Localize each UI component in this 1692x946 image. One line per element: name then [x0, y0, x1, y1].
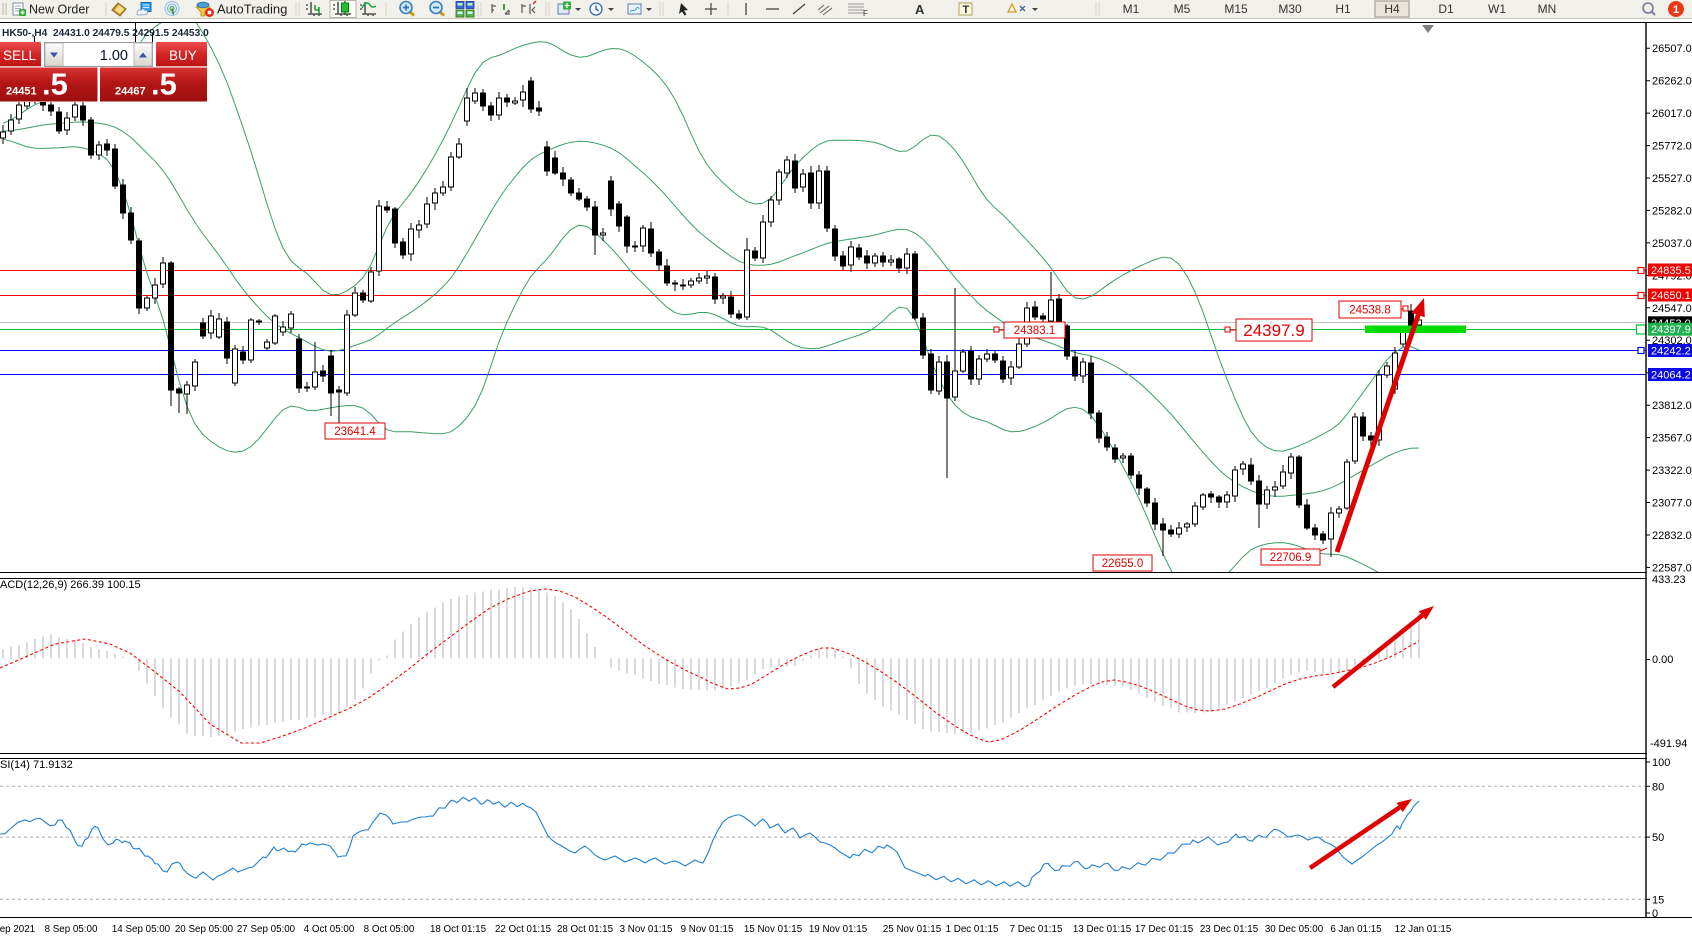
- svg-text:W1: W1: [1488, 2, 1506, 16]
- svg-text:6 Jan 01:15: 6 Jan 01:15: [1330, 924, 1382, 935]
- svg-text:50: 50: [1652, 832, 1664, 844]
- svg-text:H1: H1: [1335, 2, 1351, 16]
- svg-text:1.00: 1.00: [100, 48, 128, 64]
- svg-text:-491.94: -491.94: [1650, 738, 1687, 750]
- svg-text:8 Sep 05:00: 8 Sep 05:00: [45, 924, 98, 935]
- svg-text:20 Sep 05:00: 20 Sep 05:00: [175, 924, 234, 935]
- svg-text:100: 100: [1652, 757, 1670, 769]
- svg-text:24064.2: 24064.2: [1651, 370, 1691, 382]
- svg-text:25527.0: 25527.0: [1652, 173, 1692, 185]
- svg-text:19 Nov 01:15: 19 Nov 01:15: [809, 924, 868, 935]
- svg-text:0.00: 0.00: [1652, 654, 1673, 666]
- svg-text:24547.0: 24547.0: [1652, 303, 1692, 315]
- svg-text:.5: .5: [151, 67, 177, 102]
- svg-text:.5: .5: [42, 67, 68, 102]
- svg-text:26507.0: 26507.0: [1652, 43, 1692, 55]
- svg-text:22832.0: 22832.0: [1652, 530, 1692, 542]
- svg-text:14 Sep 05:00: 14 Sep 05:00: [112, 924, 171, 935]
- svg-text:M5: M5: [1174, 2, 1191, 16]
- svg-text:26262.0: 26262.0: [1652, 76, 1692, 88]
- svg-text:24397.9: 24397.9: [1651, 324, 1691, 336]
- svg-text:22 Oct 01:15: 22 Oct 01:15: [495, 924, 552, 935]
- svg-text:H4: H4: [1384, 2, 1400, 16]
- svg-text:24835.5: 24835.5: [1651, 265, 1691, 277]
- svg-text:0: 0: [1652, 908, 1658, 920]
- svg-text:25282.0: 25282.0: [1652, 205, 1692, 217]
- svg-text:80: 80: [1652, 781, 1664, 793]
- svg-text:15 Nov 01:15: 15 Nov 01:15: [744, 924, 803, 935]
- svg-text:BUY: BUY: [169, 48, 197, 63]
- svg-text:T: T: [963, 4, 970, 16]
- svg-text:15: 15: [1652, 894, 1664, 906]
- svg-text:27 Sep 05:00: 27 Sep 05:00: [237, 924, 296, 935]
- svg-text:4 Oct 05:00: 4 Oct 05:00: [304, 924, 355, 935]
- svg-text:3 Nov 01:15: 3 Nov 01:15: [620, 924, 673, 935]
- svg-text:M15: M15: [1224, 2, 1248, 16]
- svg-text:8 Oct 05:00: 8 Oct 05:00: [364, 924, 415, 935]
- svg-text:New Order: New Order: [29, 3, 89, 17]
- svg-text:433.23: 433.23: [1652, 574, 1686, 586]
- svg-text:SELL: SELL: [3, 48, 37, 63]
- svg-text:ACD(12,26,9) 266.39 100.15: ACD(12,26,9) 266.39 100.15: [0, 579, 141, 591]
- svg-text:24650.1: 24650.1: [1651, 290, 1691, 302]
- svg-text:24467: 24467: [115, 86, 146, 98]
- svg-text:26017.0: 26017.0: [1652, 108, 1692, 120]
- svg-text:25037.0: 25037.0: [1652, 238, 1692, 250]
- svg-text:24242.2: 24242.2: [1651, 346, 1691, 358]
- svg-text:23567.0: 23567.0: [1652, 433, 1692, 445]
- svg-text:24383.1: 24383.1: [1014, 325, 1056, 337]
- svg-text:6 Sep 2021: 6 Sep 2021: [0, 924, 35, 935]
- svg-text:SI(14) 71.9132: SI(14) 71.9132: [0, 759, 73, 771]
- svg-text:22587.0: 22587.0: [1652, 562, 1692, 574]
- svg-text:17 Dec 01:15: 17 Dec 01:15: [1135, 924, 1194, 935]
- svg-text:25 Nov 01:15: 25 Nov 01:15: [883, 924, 942, 935]
- svg-text:23641.4: 23641.4: [334, 426, 376, 438]
- svg-text:1 Dec 01:15: 1 Dec 01:15: [946, 924, 999, 935]
- svg-text:12 Jan 01:15: 12 Jan 01:15: [1395, 924, 1452, 935]
- svg-text:23077.0: 23077.0: [1652, 498, 1692, 510]
- svg-text:22706.9: 22706.9: [1270, 552, 1312, 564]
- svg-text:M30: M30: [1278, 2, 1302, 16]
- svg-text:7 Dec 01:15: 7 Dec 01:15: [1010, 924, 1063, 935]
- svg-text:24538.8: 24538.8: [1349, 305, 1391, 317]
- svg-text:A: A: [915, 2, 925, 17]
- svg-text:23 Dec 01:15: 23 Dec 01:15: [1200, 924, 1259, 935]
- svg-text:1: 1: [1673, 4, 1679, 16]
- svg-text:MN: MN: [1538, 2, 1557, 16]
- svg-text:13 Dec 01:15: 13 Dec 01:15: [1073, 924, 1132, 935]
- svg-text:M1: M1: [1123, 2, 1140, 16]
- svg-text:24451: 24451: [6, 86, 37, 98]
- svg-text:D1: D1: [1438, 2, 1454, 16]
- svg-text:HK50-,H4 24431.0 24479.5 2429: HK50-,H4 24431.0 24479.5 24291.5 24453.0: [2, 28, 209, 39]
- svg-text:25772.0: 25772.0: [1652, 141, 1692, 153]
- svg-text:F: F: [863, 9, 868, 18]
- svg-text:9 Nov 01:15: 9 Nov 01:15: [681, 924, 734, 935]
- svg-text:30 Dec 05:00: 30 Dec 05:00: [1265, 924, 1324, 935]
- svg-text:AutoTrading: AutoTrading: [217, 2, 287, 17]
- svg-text:24397.9: 24397.9: [1243, 321, 1304, 340]
- svg-text:23812.0: 23812.0: [1652, 400, 1692, 412]
- svg-text:22655.0: 22655.0: [1102, 558, 1144, 570]
- svg-text:23322.0: 23322.0: [1652, 465, 1692, 477]
- svg-text:18 Oct 01:15: 18 Oct 01:15: [430, 924, 487, 935]
- svg-text:28 Oct 01:15: 28 Oct 01:15: [557, 924, 614, 935]
